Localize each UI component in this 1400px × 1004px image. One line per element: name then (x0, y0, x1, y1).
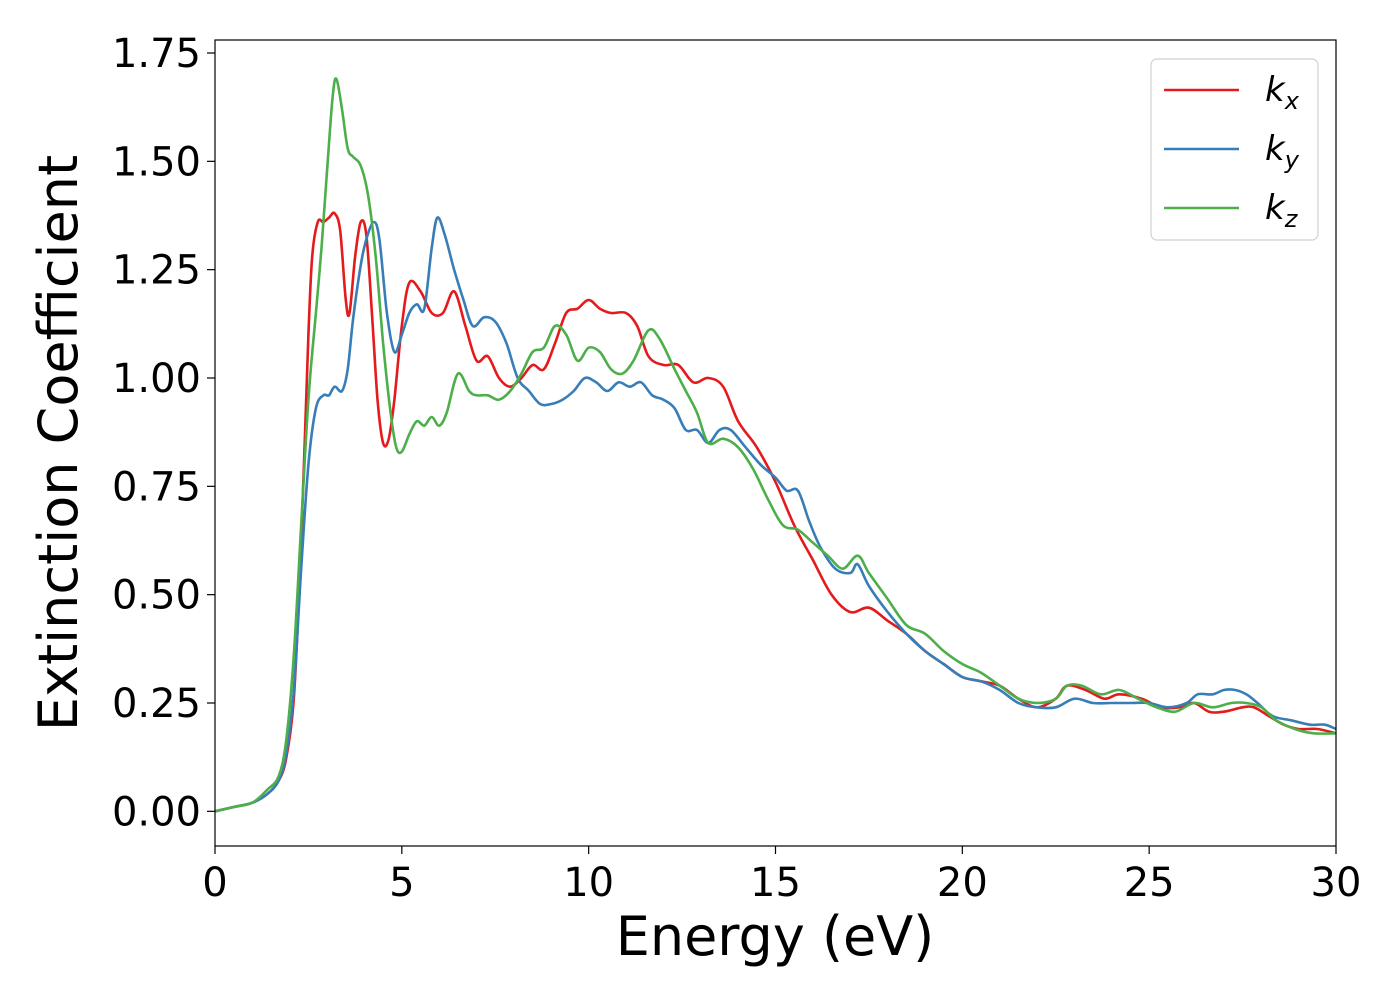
legend-label-base: k (1265, 129, 1286, 169)
y-tick-label: 0.25 (112, 681, 201, 727)
series-line-k-z (214, 77, 1337, 813)
y-axis-label: Extinction Coefficient (27, 155, 90, 731)
legend-label-z: kz (1265, 188, 1299, 233)
x-tick-label: 0 (202, 860, 227, 906)
x-tick-label: 10 (563, 860, 614, 906)
y-tick-label: 1.50 (112, 139, 201, 185)
y-tick-label: 1.75 (112, 31, 201, 77)
legend-label-base: k (1265, 188, 1286, 228)
series-line-k-x (214, 211, 1337, 813)
x-axis-label: Energy (eV) (616, 905, 935, 968)
y-axis-ticks: 0.00 0.25 0.50 0.75 1.00 1.25 1.50 1.75 (112, 31, 215, 835)
y-tick-label: 0.50 (112, 573, 201, 619)
x-tick-label: 5 (389, 860, 414, 906)
legend-label-y: ky (1265, 129, 1300, 174)
y-tick-label: 0.00 (112, 789, 201, 835)
legend-label-subscript: x (1284, 87, 1300, 115)
x-tick-label: 20 (937, 860, 988, 906)
x-axis-ticks: 0 5 10 15 20 25 30 (202, 846, 1361, 906)
legend-label-subscript: y (1284, 146, 1300, 174)
y-tick-label: 1.00 (112, 356, 201, 402)
x-tick-label: 15 (750, 860, 801, 906)
series-lines (214, 77, 1337, 813)
legend-label-subscript: z (1284, 205, 1299, 233)
x-tick-label: 25 (1124, 860, 1175, 906)
series-line-k-y (214, 216, 1337, 813)
y-tick-label: 0.75 (112, 464, 201, 510)
legend-label-base: k (1265, 70, 1286, 110)
x-tick-label: 30 (1311, 860, 1362, 906)
legend-label-x: kx (1265, 70, 1300, 115)
y-tick-label: 1.25 (112, 248, 201, 294)
